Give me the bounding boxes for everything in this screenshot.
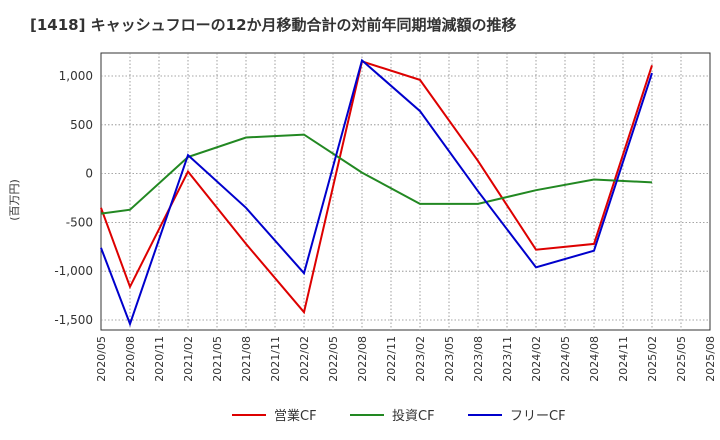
- y-tick-label: -1,500: [54, 313, 93, 327]
- x-tick-label: 2023/02: [414, 336, 427, 382]
- x-tick-label: 2024/05: [559, 336, 572, 382]
- legend-label-3: フリーCF: [510, 409, 566, 424]
- grid: [101, 53, 710, 330]
- y-axis: 1,000 500 0 -500 -1,000 -1,500: [54, 69, 93, 327]
- x-tick-label: 2021/05: [211, 336, 224, 382]
- x-tick-label: 2021/11: [269, 336, 282, 382]
- x-tick-label: 2022/08: [356, 336, 369, 382]
- x-tick-label: 2024/08: [588, 336, 601, 382]
- x-tick-label: 2025/05: [675, 336, 688, 382]
- plot-area: [100, 52, 711, 331]
- x-tick-label: 2023/05: [443, 336, 456, 382]
- x-tick-label: 2023/08: [472, 336, 485, 382]
- series-line-2: [100, 133, 653, 215]
- y-tick-label: -1,000: [54, 264, 93, 278]
- x-tick-label: 2022/11: [385, 336, 398, 382]
- y-tick-label: 0: [85, 167, 93, 181]
- y-tick-label: -500: [66, 215, 93, 229]
- legend-label-1: 営業CF: [274, 408, 317, 424]
- x-tick-label: 2025/08: [704, 336, 717, 382]
- x-tick-label: 2021/08: [240, 336, 253, 382]
- x-tick-label: 2023/11: [501, 336, 514, 382]
- x-tick-label: 2025/02: [646, 336, 659, 382]
- x-tick-label: 2020/08: [124, 336, 137, 382]
- y-tick-label: 500: [70, 118, 93, 132]
- legend-label-2: 投資CF: [392, 408, 435, 424]
- x-tick-label: 2021/02: [182, 336, 195, 382]
- y-tick-label: 1,000: [59, 69, 93, 83]
- x-tick-label: 2020/05: [95, 336, 108, 382]
- x-tick-label: 2022/02: [298, 336, 311, 382]
- series-group: [100, 58, 653, 327]
- legend: 営業CF 投資CF フリーCF: [232, 408, 566, 424]
- x-tick-label: 2024/02: [530, 336, 543, 382]
- y-axis-label: (百万円): [8, 179, 21, 221]
- x-axis: 2020/05 2020/08 2020/11 2021/02 2021/05 2021/…: [95, 336, 717, 382]
- x-tick-label: 2024/11: [617, 336, 630, 382]
- x-tick-label: 2020/11: [153, 336, 166, 382]
- x-tick-label: 2022/05: [327, 336, 340, 382]
- chart-title: [1418] キャッシュフローの12か月移動合計の対前年同期増減額の推移: [30, 16, 517, 34]
- series-line-3: [100, 58, 653, 327]
